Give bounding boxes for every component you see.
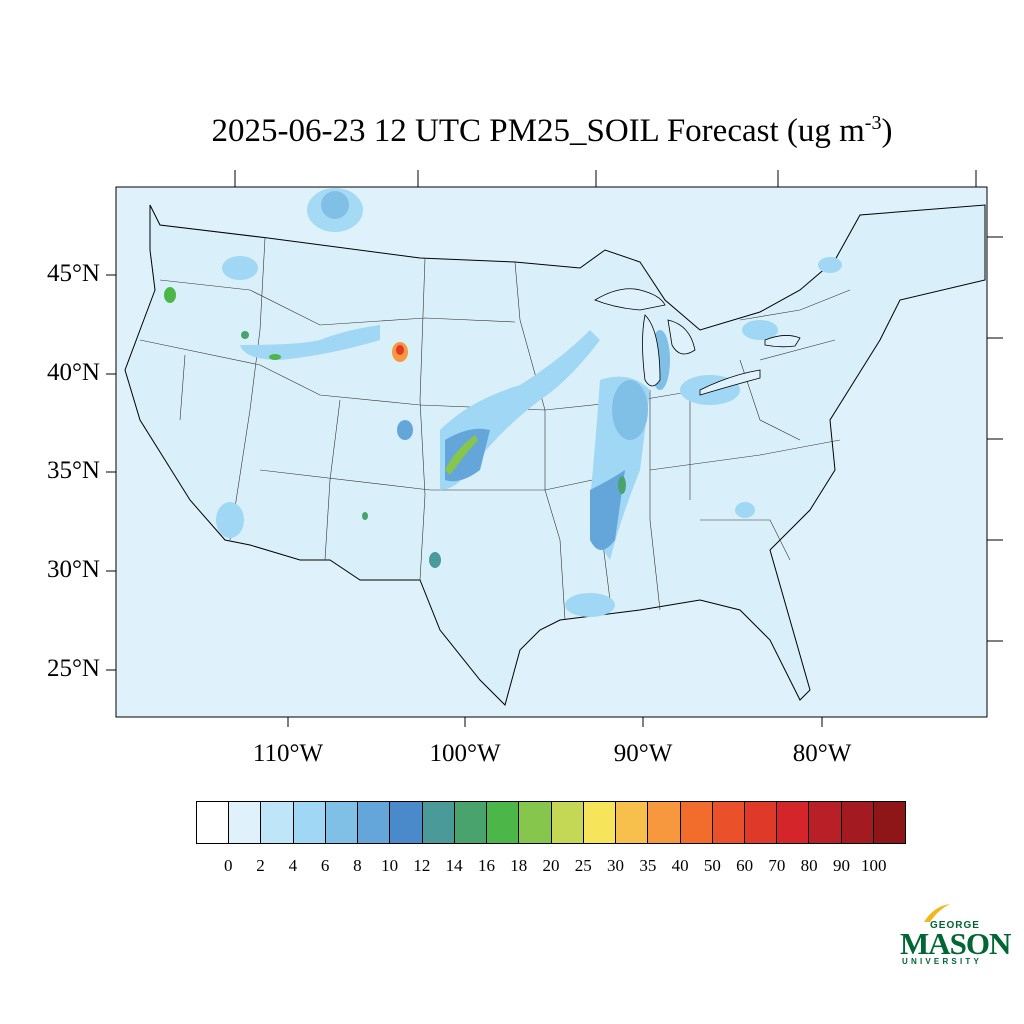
lon-label-90w: 90°W [613, 740, 673, 767]
colorbar-label: 18 [510, 856, 528, 875]
colorbar-swatch [390, 802, 423, 843]
colorbar-label: 60 [736, 856, 754, 875]
colorbar-swatch [616, 802, 649, 843]
colorbar-label: 70 [768, 856, 786, 875]
logo-george: GEORGE [930, 920, 980, 931]
colorbar-swatch [454, 802, 488, 843]
colorbar-swatch [261, 802, 294, 843]
colorbar-label: 4 [288, 856, 298, 875]
lon-label-100w: 100°W [429, 740, 501, 767]
colorbar-swatch [197, 802, 230, 843]
colorbar-swatch [809, 802, 842, 843]
colorbar-swatch [744, 802, 778, 843]
colorbar-label: 30 [607, 856, 625, 875]
colorbar-swatch [358, 802, 391, 843]
colorbar-label: 35 [639, 856, 657, 875]
colorbar-swatch [777, 802, 810, 843]
colorbar-swatch [229, 802, 262, 843]
colorbar-swatch [519, 802, 552, 843]
colorbar-swatch [422, 802, 455, 843]
colorbar-swatch [583, 802, 617, 843]
lat-label-30n: 30°N [46, 556, 100, 583]
colorbar [196, 801, 906, 844]
colorbar-label: 10 [381, 856, 399, 875]
colorbar-swatch [873, 802, 906, 843]
axis-ticks [106, 170, 1003, 727]
lat-label-40n: 40°N [46, 359, 100, 386]
lat-label-45n: 45°N [46, 260, 100, 287]
swoosh-icon [924, 904, 950, 922]
logo-university: UNIVERSITY [902, 957, 983, 966]
colorbar-swatch [325, 802, 359, 843]
colorbar-label: 2 [256, 856, 265, 875]
colorbar-swatch [648, 802, 681, 843]
colorbar-label: 6 [320, 856, 330, 875]
colorbar-label: 25 [574, 856, 592, 875]
colorbar-label: 50 [703, 856, 721, 875]
colorbar-swatch [680, 802, 713, 843]
colorbar-label: 12 [413, 856, 431, 875]
pm25-shading [164, 188, 842, 617]
lat-label-25n: 25°N [46, 655, 100, 682]
colorbar-label: 40 [671, 856, 689, 875]
colorbar-swatch [293, 802, 326, 843]
logo-mason: MASON [900, 926, 1011, 961]
colorbar-swatch [712, 802, 745, 843]
colorbar-swatch [487, 802, 520, 843]
colorbar-label: 80 [800, 856, 818, 875]
gmu-logo: GEORGE MASON UNIVERSITY [900, 902, 1011, 968]
colorbar-label: 20 [542, 856, 560, 875]
colorbar-label: 100 [860, 856, 887, 875]
lat-label-35n: 35°N [46, 457, 100, 484]
colorbar-swatch [841, 802, 874, 843]
colorbar-label: 16 [477, 856, 495, 875]
colorbar-swatch [551, 802, 584, 843]
chart-title: 2025-06-23 12 UTC PM25_SOIL Forecast (ug… [211, 112, 893, 149]
great-lakes [594, 288, 801, 396]
colorbar-label: 14 [445, 856, 463, 875]
colorbar-label: 90 [832, 856, 850, 875]
colorbar-label: 0 [224, 856, 233, 875]
colorbar-label: 8 [353, 856, 362, 875]
lon-label-80w: 80°W [792, 740, 852, 767]
lon-label-110w: 110°W [252, 740, 324, 767]
